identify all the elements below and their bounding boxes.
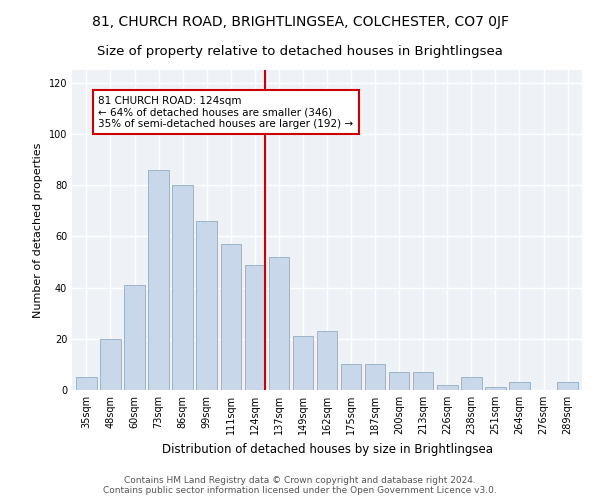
Text: Size of property relative to detached houses in Brightlingsea: Size of property relative to detached ho… (97, 45, 503, 58)
Text: Contains HM Land Registry data © Crown copyright and database right 2024.
Contai: Contains HM Land Registry data © Crown c… (103, 476, 497, 495)
Y-axis label: Number of detached properties: Number of detached properties (33, 142, 43, 318)
Bar (172, 185, 193, 390)
Bar (365, 364, 385, 390)
Bar (293, 336, 313, 390)
X-axis label: Distribution of detached houses by size in Brightlingsea: Distribution of detached houses by size … (161, 442, 493, 456)
Text: 81, CHURCH ROAD, BRIGHTLINGSEA, COLCHESTER, CO7 0JF: 81, CHURCH ROAD, BRIGHTLINGSEA, COLCHEST… (91, 15, 509, 29)
Bar (221, 244, 241, 390)
Bar (196, 221, 217, 390)
Text: 81 CHURCH ROAD: 124sqm
← 64% of detached houses are smaller (346)
35% of semi-de: 81 CHURCH ROAD: 124sqm ← 64% of detached… (98, 96, 353, 129)
Bar (557, 382, 578, 390)
Bar (317, 331, 337, 390)
Bar (413, 372, 433, 390)
Bar (389, 372, 409, 390)
Bar (100, 339, 121, 390)
Bar (148, 170, 169, 390)
Bar (269, 257, 289, 390)
Bar (341, 364, 361, 390)
Bar (76, 377, 97, 390)
Bar (485, 388, 506, 390)
Bar (437, 385, 458, 390)
Bar (509, 382, 530, 390)
Bar (245, 264, 265, 390)
Bar (461, 377, 482, 390)
Bar (124, 285, 145, 390)
